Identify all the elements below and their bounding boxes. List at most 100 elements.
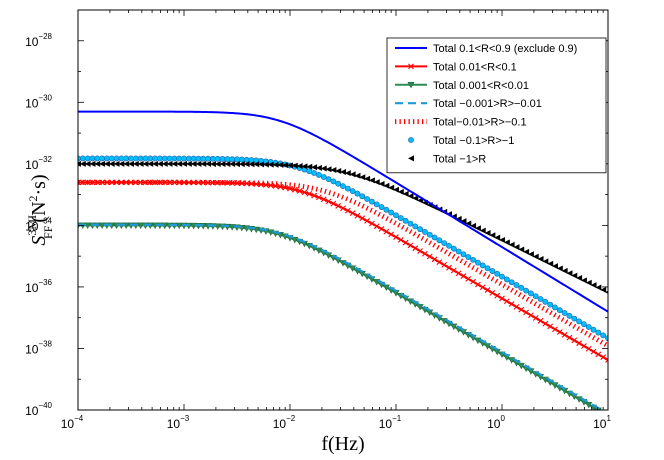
series-7-point bbox=[412, 195, 419, 202]
legend-entry-4: Total −0.001>R>−0.01 bbox=[395, 98, 542, 110]
series-7-point bbox=[137, 160, 144, 167]
series-7-point bbox=[388, 184, 395, 191]
series-2-point bbox=[234, 180, 240, 187]
series-7-point bbox=[176, 160, 183, 167]
series-3-point bbox=[98, 222, 106, 230]
series-7-point bbox=[238, 161, 245, 168]
series-2-point bbox=[455, 270, 462, 277]
series-7-point bbox=[272, 161, 279, 168]
y-tick-label: 10−30 bbox=[25, 93, 52, 110]
series-6-point bbox=[422, 229, 428, 235]
series-7-point bbox=[147, 160, 154, 167]
x-tick-label: 100 bbox=[487, 414, 505, 431]
series-2-point bbox=[306, 190, 313, 197]
series-2-point bbox=[99, 179, 105, 186]
legend-label: Total 0.1<R<0.9 (exclude 0.9) bbox=[433, 43, 577, 55]
series-6-point bbox=[426, 231, 433, 238]
series-2-point bbox=[330, 200, 337, 207]
legend-entry-5: Total−0.01>R>−0.1 bbox=[395, 117, 527, 129]
series-7 bbox=[78, 160, 608, 294]
series-2-point bbox=[426, 253, 433, 260]
series-2-point bbox=[600, 354, 607, 361]
legend-label: Total−0.01>R>−0.1 bbox=[433, 117, 527, 129]
series-6-point bbox=[595, 329, 602, 336]
series-2-point bbox=[166, 179, 173, 186]
series-7-point bbox=[523, 248, 530, 255]
series-6-point bbox=[185, 155, 192, 162]
series-7-point bbox=[94, 160, 101, 167]
series-7-point bbox=[89, 160, 96, 167]
series-2-point bbox=[89, 179, 96, 186]
series-7-point bbox=[253, 161, 260, 168]
series-6-point bbox=[330, 178, 337, 185]
x-tick-label: 10−4 bbox=[61, 414, 84, 431]
legend-entry-6: Total −0.1>R>−1 bbox=[408, 135, 514, 147]
series-6-point bbox=[325, 176, 332, 183]
series-6-point bbox=[561, 310, 568, 316]
series-2-point bbox=[412, 245, 419, 252]
series-6-point bbox=[585, 324, 592, 330]
series-2-point bbox=[224, 179, 231, 186]
legend-label: Total 0.01<R<0.1 bbox=[433, 61, 517, 73]
series-6-point bbox=[600, 332, 607, 339]
series-2-point bbox=[532, 315, 539, 321]
series-7-point bbox=[542, 258, 549, 265]
series-3-point bbox=[175, 222, 183, 230]
series-2-point bbox=[354, 212, 361, 219]
series-3-point bbox=[267, 229, 275, 236]
series-6-point bbox=[113, 155, 120, 162]
series-6-point bbox=[306, 168, 313, 175]
series-2-point bbox=[282, 184, 289, 191]
x-axis-title: f(Hz) bbox=[321, 433, 364, 455]
series-2-point bbox=[195, 179, 202, 186]
series-6-point bbox=[460, 251, 467, 258]
series-7-point bbox=[561, 267, 568, 274]
series-2-point bbox=[561, 331, 568, 338]
series-7-point bbox=[161, 160, 168, 167]
series-7-point bbox=[518, 246, 525, 253]
y-tick-label: 10−32 bbox=[25, 155, 52, 172]
legend-swatch-marker bbox=[407, 82, 415, 89]
series-6-point bbox=[89, 155, 96, 162]
series-7-point bbox=[474, 225, 481, 232]
series-6-point bbox=[364, 196, 370, 202]
series-2-point bbox=[431, 256, 438, 263]
series-2-point bbox=[344, 207, 351, 214]
series-2-point bbox=[479, 284, 486, 291]
series-6-point bbox=[214, 155, 221, 162]
series-7-point bbox=[185, 160, 192, 167]
series-7-point bbox=[368, 177, 375, 184]
series-3-point bbox=[315, 247, 323, 254]
series-2-point bbox=[258, 181, 264, 188]
series-7-point bbox=[489, 232, 496, 239]
series-2-point bbox=[585, 345, 592, 352]
series-6-point bbox=[229, 156, 236, 163]
legend-entry-2: Total 0.01<R<0.1 bbox=[395, 61, 517, 73]
series-6-point bbox=[200, 155, 207, 162]
series-2-point bbox=[450, 267, 457, 274]
series-2-point bbox=[128, 179, 134, 186]
series-6-point bbox=[349, 188, 356, 195]
series-6-point bbox=[494, 270, 501, 277]
series-7-point bbox=[277, 161, 284, 168]
series-2-point bbox=[378, 226, 385, 232]
series-2-point bbox=[219, 179, 226, 186]
series-2-point bbox=[210, 179, 216, 186]
y-axis-title: S3MI FF (N2·s) bbox=[25, 174, 55, 245]
series-7-point bbox=[267, 161, 274, 168]
series-2-point bbox=[325, 198, 332, 205]
series-2-point bbox=[142, 179, 149, 186]
series-2-point bbox=[475, 281, 481, 288]
series-7-point bbox=[503, 239, 510, 246]
series-7-point bbox=[243, 161, 250, 168]
series-7-point bbox=[128, 160, 134, 167]
series-2-point bbox=[311, 192, 317, 199]
series-2-point bbox=[518, 306, 525, 313]
series-7-point bbox=[470, 222, 477, 229]
series-2-point bbox=[402, 239, 409, 246]
series-7-point bbox=[359, 174, 366, 181]
series-7-point bbox=[152, 160, 159, 167]
series-2-point bbox=[113, 179, 120, 186]
series-7-point bbox=[103, 160, 110, 167]
series-2-point bbox=[296, 188, 303, 194]
